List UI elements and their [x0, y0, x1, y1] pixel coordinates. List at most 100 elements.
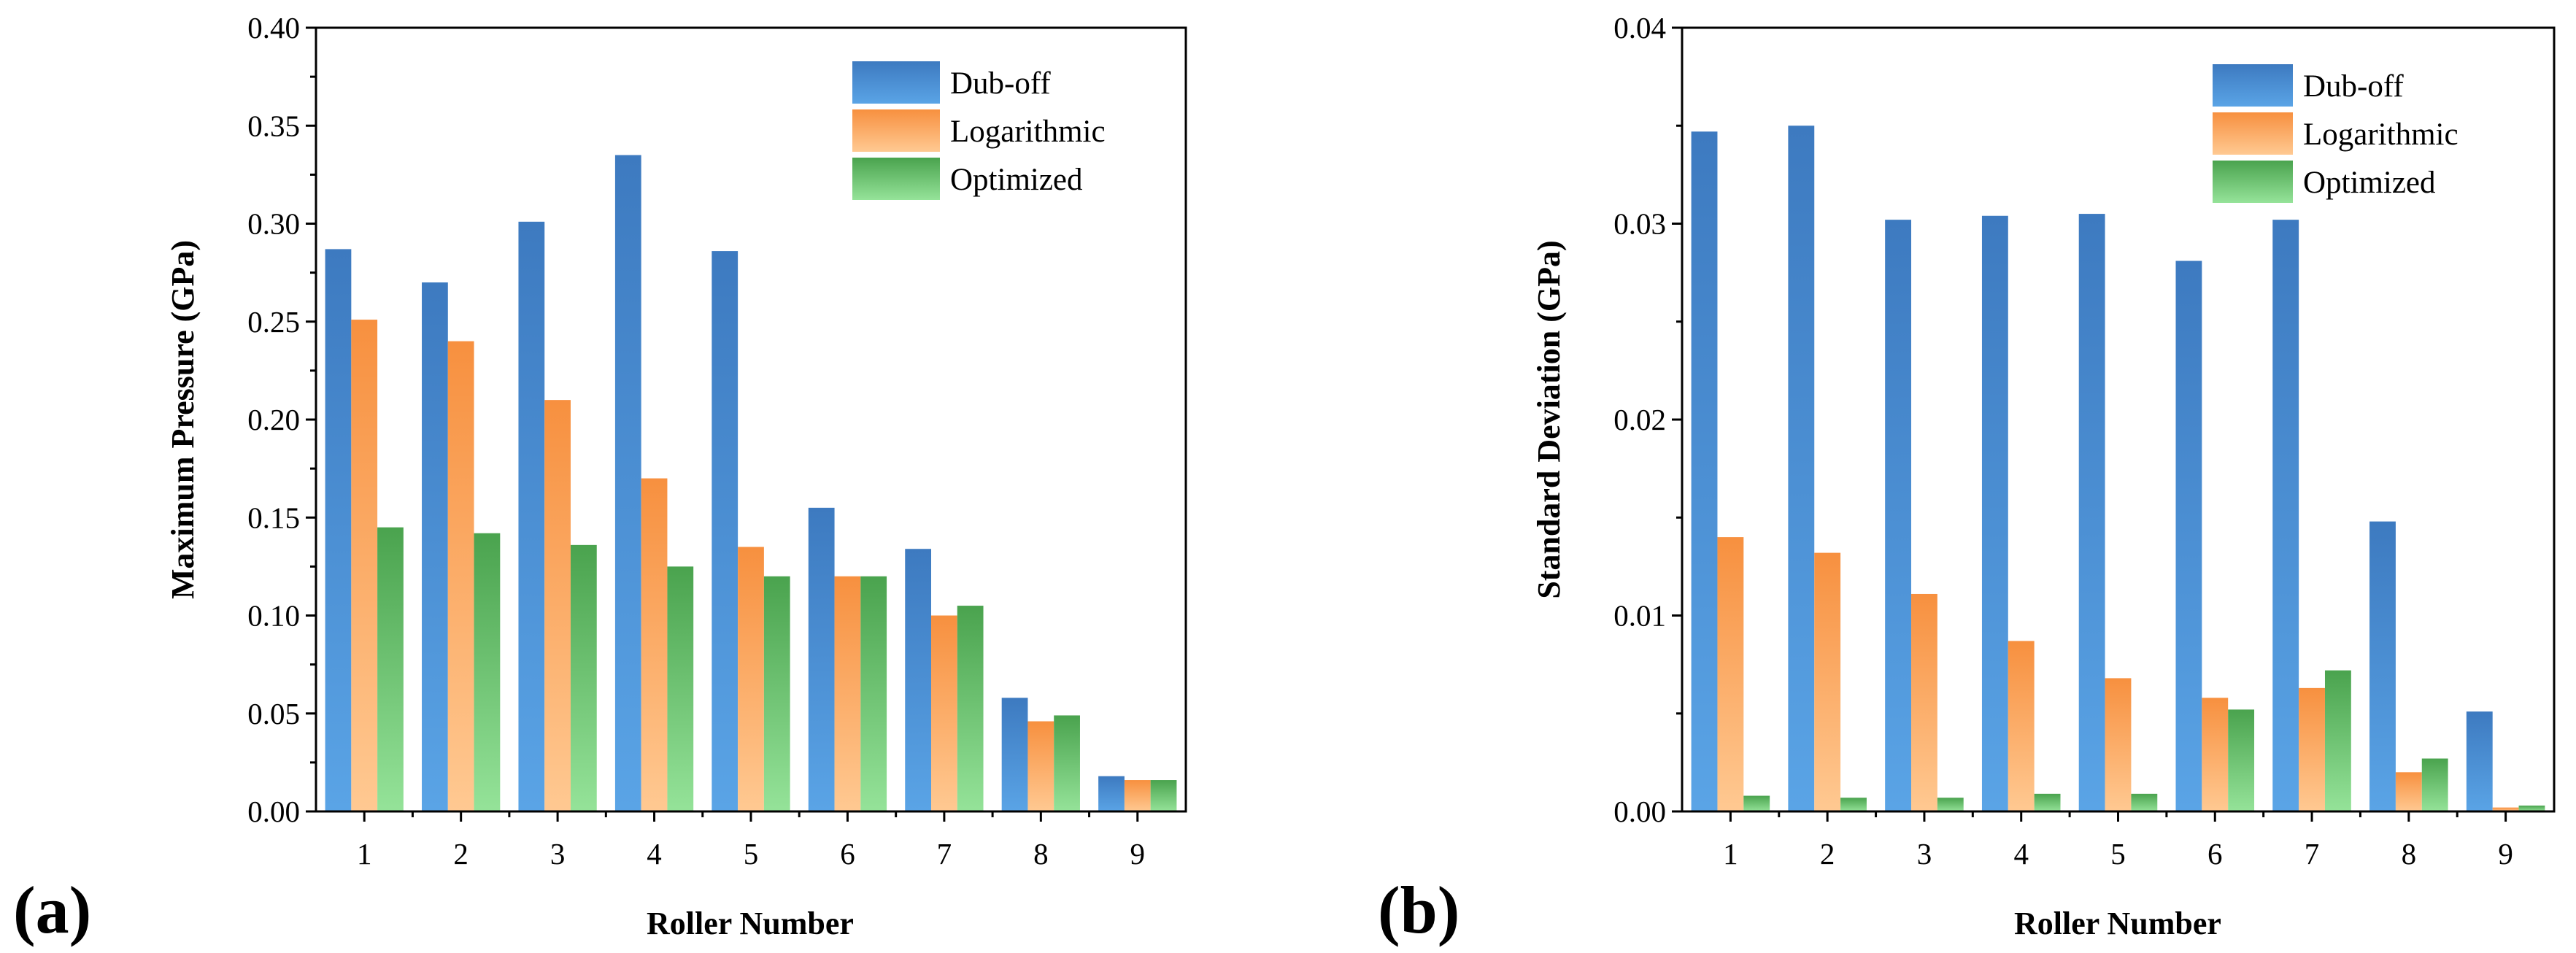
bar-logarithmic-3 [1911, 593, 1937, 811]
y-tick-label: 0.10 [247, 599, 300, 633]
legend-label-optimized: Optimized [2303, 166, 2436, 200]
bar-dub-off-5 [2078, 214, 2105, 812]
y-tick-label: 0.00 [247, 795, 300, 828]
bar-logarithmic-2 [447, 341, 474, 812]
bar-optimized-1 [1743, 795, 1770, 811]
x-tick-label: 1 [1723, 837, 1738, 871]
bar-logarithmic-8 [1027, 721, 1054, 811]
bar-logarithmic-9 [2492, 807, 2519, 811]
bar-logarithmic-1 [351, 320, 378, 811]
x-tick-label: 4 [647, 837, 662, 871]
legend-swatch-optimized [2213, 161, 2293, 203]
bar-optimized-5 [763, 576, 790, 811]
bar-logarithmic-4 [641, 478, 668, 811]
bar-dub-off-1 [1691, 131, 1718, 812]
bar-logarithmic-2 [1814, 552, 1841, 811]
y-axis-title-b: Standard Deviation (GPa) [1531, 240, 1567, 598]
bar-dub-off-1 [325, 249, 352, 811]
bar-optimized-3 [570, 544, 597, 811]
bar-dub-off-3 [518, 221, 545, 811]
x-tick-label: 6 [840, 837, 855, 871]
chart-panel-b: (b) 0.00 0.01 0.02 0.03 0.04 1 2 3 4 5 6 7 8 9 Dub-off… [1378, 11, 2556, 947]
bar-optimized-6 [2228, 709, 2255, 811]
legend-label-logarithmic: Logarithmic [2303, 117, 2459, 152]
bar-logarithmic-5 [738, 547, 764, 811]
x-tick-label: 1 [357, 837, 372, 871]
bar-logarithmic-7 [2299, 687, 2325, 811]
x-tick-label: 3 [1917, 837, 1932, 871]
bar-logarithmic-9 [1124, 780, 1151, 811]
x-tick-label: 7 [2305, 837, 2320, 871]
bar-dub-off-7 [2272, 220, 2299, 811]
x-tick-label: 9 [1130, 837, 1146, 871]
bar-optimized-7 [2324, 670, 2351, 811]
bar-logarithmic-6 [2202, 698, 2229, 811]
bar-optimized-7 [957, 606, 984, 811]
y-tick-label: 0.05 [247, 697, 300, 730]
panel-label-b: (b) [1378, 873, 1459, 947]
x-tick-label: 9 [2498, 837, 2513, 871]
bar-logarithmic-1 [1717, 537, 1744, 811]
bar-dub-off-6 [2175, 261, 2202, 811]
x-axis-title-a: Roller Number [647, 906, 854, 941]
x-tick-label: 6 [2207, 837, 2223, 871]
x-tick-label: 5 [744, 837, 759, 871]
y-tick-label: 0.15 [247, 501, 300, 534]
x-tick-label: 2 [1820, 837, 1835, 871]
legend-swatch-dub-off [852, 61, 940, 104]
legend: Dub-off Logarithmic Optimized [852, 61, 1106, 200]
x-axis-title-b: Roller Number [2014, 906, 2221, 941]
bar-dub-off-5 [712, 251, 739, 812]
bar-optimized-6 [860, 576, 887, 811]
bar-optimized-5 [2131, 793, 2158, 811]
bar-dub-off-3 [1885, 220, 1912, 811]
y-axis-title-a: Maximum Pressure (GPa) [165, 240, 201, 599]
y-tick-label: 0.25 [247, 305, 300, 339]
bar-logarithmic-6 [834, 576, 861, 811]
bar-optimized-2 [1840, 798, 1867, 811]
legend-swatch-logarithmic [2213, 112, 2293, 155]
bar-logarithmic-3 [544, 400, 571, 811]
x-tick-label: 7 [937, 837, 952, 871]
legend-label-logarithmic: Logarithmic [950, 115, 1106, 149]
bar-dub-off-8 [1001, 698, 1028, 811]
bar-optimized-9 [2518, 805, 2545, 811]
x-tick-label: 5 [2110, 837, 2126, 871]
y-tick-label: 0.02 [1613, 403, 1666, 436]
bar-dub-off-4 [1981, 215, 2008, 811]
bar-optimized-8 [2421, 758, 2448, 811]
bar-logarithmic-4 [2008, 641, 2035, 811]
legend: Dub-off Logarithmic Optimized [2213, 64, 2459, 203]
y-tick-label: 0.20 [247, 403, 300, 436]
bar-optimized-9 [1150, 780, 1177, 811]
bar-optimized-1 [377, 527, 404, 811]
bar-optimized-4 [667, 566, 694, 812]
y-tick-label: 0.35 [247, 109, 300, 142]
legend-label-optimized: Optimized [950, 163, 1083, 197]
x-tick-label: 3 [550, 837, 566, 871]
legend-swatch-dub-off [2213, 64, 2293, 107]
bar-dub-off-6 [808, 507, 835, 811]
bar-dub-off-9 [1098, 776, 1125, 811]
bar-dub-off-2 [1788, 126, 1815, 811]
y-tick-label: 0.30 [247, 207, 300, 241]
x-tick-label: 8 [2402, 837, 2417, 871]
bar-optimized-4 [2034, 793, 2061, 811]
bar-logarithmic-8 [2395, 772, 2422, 811]
bar-optimized-2 [474, 533, 501, 811]
bar-logarithmic-7 [931, 615, 957, 811]
y-tick-label: 0.01 [1613, 599, 1666, 633]
y-tick-label: 0.00 [1613, 795, 1666, 828]
bar-optimized-8 [1054, 715, 1080, 811]
x-tick-label: 2 [453, 837, 468, 871]
bar-dub-off-8 [2369, 521, 2396, 811]
bar-dub-off-9 [2466, 711, 2493, 811]
y-tick-label: 0.40 [247, 11, 300, 45]
bar-dub-off-2 [422, 282, 448, 811]
chart-panel-a: (a) 0.00 0.05 0.10 0.15 0.20 0.25 0.30 0.35 0.40… [13, 11, 1187, 947]
x-tick-label: 8 [1033, 837, 1049, 871]
legend-label-dub-off: Dub-off [2303, 69, 2404, 104]
panel-label-a: (a) [13, 873, 91, 947]
legend-swatch-optimized [852, 158, 940, 200]
